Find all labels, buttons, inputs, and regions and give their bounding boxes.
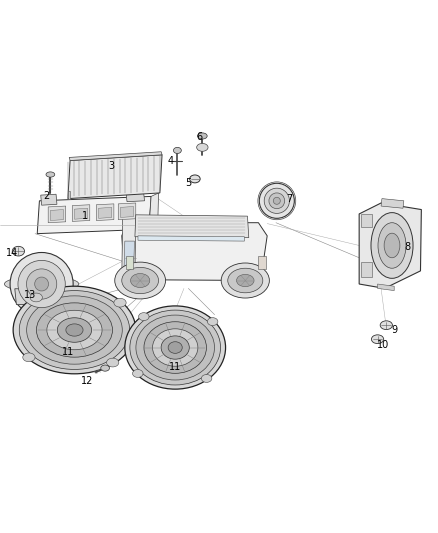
Ellipse shape [201,375,212,382]
Ellipse shape [26,269,57,299]
Polygon shape [122,215,136,280]
Bar [361,214,372,227]
Polygon shape [378,284,394,290]
Polygon shape [118,203,136,220]
Bar [258,255,266,269]
Text: 6: 6 [196,132,202,142]
Polygon shape [41,194,57,205]
Ellipse shape [13,286,136,374]
Ellipse shape [125,306,226,389]
Text: 5: 5 [185,178,191,188]
Text: 7: 7 [286,193,292,204]
Text: 14: 14 [6,248,18,259]
Ellipse shape [115,262,166,299]
Bar [361,262,372,278]
Polygon shape [68,191,70,199]
Ellipse shape [259,183,294,219]
Ellipse shape [18,260,65,308]
Ellipse shape [152,329,198,366]
Text: 4: 4 [168,156,174,166]
Ellipse shape [133,369,143,377]
Ellipse shape [114,298,126,307]
Polygon shape [381,199,404,208]
Polygon shape [120,206,134,217]
Polygon shape [68,155,162,199]
Ellipse shape [136,315,215,380]
Polygon shape [138,236,244,241]
Ellipse shape [12,246,25,256]
Text: 12: 12 [81,376,94,386]
Ellipse shape [122,268,159,294]
Ellipse shape [269,193,285,209]
Ellipse shape [378,223,406,268]
Ellipse shape [197,143,208,151]
Ellipse shape [46,172,55,177]
Ellipse shape [384,233,400,258]
Polygon shape [126,193,145,201]
Ellipse shape [371,335,384,344]
Polygon shape [135,215,249,238]
Ellipse shape [264,188,290,213]
Polygon shape [48,206,66,223]
Ellipse shape [131,273,150,287]
Ellipse shape [10,253,73,316]
Ellipse shape [228,268,263,293]
Ellipse shape [198,133,207,139]
Ellipse shape [173,147,181,154]
Polygon shape [122,223,267,280]
Text: 8: 8 [404,242,410,252]
Ellipse shape [19,290,130,369]
Polygon shape [74,208,88,219]
Text: 2: 2 [43,191,49,201]
Text: 1: 1 [82,211,88,221]
Ellipse shape [138,313,149,320]
Polygon shape [50,209,64,221]
Ellipse shape [30,293,42,302]
Text: 13: 13 [24,290,36,300]
Polygon shape [359,203,421,288]
Text: 11: 11 [62,347,74,357]
Ellipse shape [161,336,189,359]
Polygon shape [69,152,162,160]
Polygon shape [72,205,90,221]
Ellipse shape [66,324,83,336]
Ellipse shape [35,277,49,291]
Polygon shape [124,241,134,271]
Ellipse shape [190,175,200,183]
Polygon shape [37,197,151,233]
Ellipse shape [144,322,206,373]
Polygon shape [96,204,114,221]
Ellipse shape [371,213,413,278]
Text: 9: 9 [391,325,397,335]
Ellipse shape [101,365,110,371]
Ellipse shape [221,263,269,298]
Text: 10: 10 [377,341,389,350]
Bar [126,255,133,269]
Polygon shape [149,193,159,229]
Polygon shape [99,207,112,219]
Ellipse shape [57,318,92,342]
Ellipse shape [207,318,218,326]
Ellipse shape [4,276,79,292]
Ellipse shape [23,353,35,362]
Polygon shape [15,289,68,304]
Ellipse shape [380,321,392,329]
Text: 11: 11 [169,362,181,372]
Ellipse shape [106,358,119,367]
Ellipse shape [237,274,254,287]
Ellipse shape [36,303,113,357]
Ellipse shape [47,310,102,350]
Text: 3: 3 [109,161,115,171]
Ellipse shape [27,296,122,364]
Ellipse shape [273,197,280,204]
Ellipse shape [168,342,182,353]
Ellipse shape [130,310,221,385]
